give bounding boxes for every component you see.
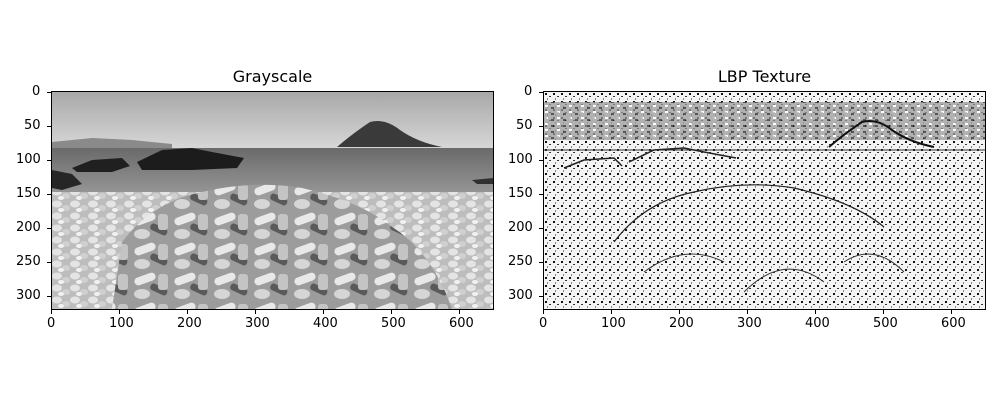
x-tick-label: 600 — [941, 316, 966, 331]
y-tick-label: 150 — [16, 186, 41, 201]
x-tick-label: 500 — [381, 316, 406, 331]
y-tick-label: 250 — [16, 254, 41, 269]
y-tick-label: 50 — [24, 118, 41, 133]
x-tick-label: 300 — [245, 316, 270, 331]
x-tick-label: 200 — [177, 316, 202, 331]
y-tick-label: 0 — [524, 84, 533, 99]
y-tick-label: 50 — [516, 118, 533, 133]
grayscale-title: Grayscale — [232, 67, 313, 86]
y-tick-label: 300 — [16, 288, 41, 303]
x-tick-label: 0 — [539, 316, 548, 331]
y-tick-label: 100 — [16, 152, 41, 167]
x-tick-label: 100 — [109, 316, 134, 331]
x-tick-label: 500 — [873, 316, 898, 331]
y-tick-label: 200 — [16, 220, 41, 235]
x-tick-label: 200 — [669, 316, 694, 331]
x-tick-label: 100 — [601, 316, 626, 331]
x-tick-label: 600 — [449, 316, 474, 331]
lbp-title: LBP Texture — [717, 67, 812, 86]
y-tick-label: 200 — [508, 220, 533, 235]
x-tick-label: 300 — [737, 316, 762, 331]
y-tick-label: 100 — [508, 152, 533, 167]
x-tick-label: 400 — [805, 316, 830, 331]
y-tick-label: 150 — [508, 186, 533, 201]
lbp-texture-image — [543, 91, 986, 310]
grayscale-image — [51, 91, 494, 310]
y-tick-label: 300 — [508, 288, 533, 303]
y-tick-label: 250 — [508, 254, 533, 269]
x-tick-label: 400 — [313, 316, 338, 331]
y-tick-label: 0 — [32, 84, 41, 99]
x-tick-label: 0 — [47, 316, 56, 331]
